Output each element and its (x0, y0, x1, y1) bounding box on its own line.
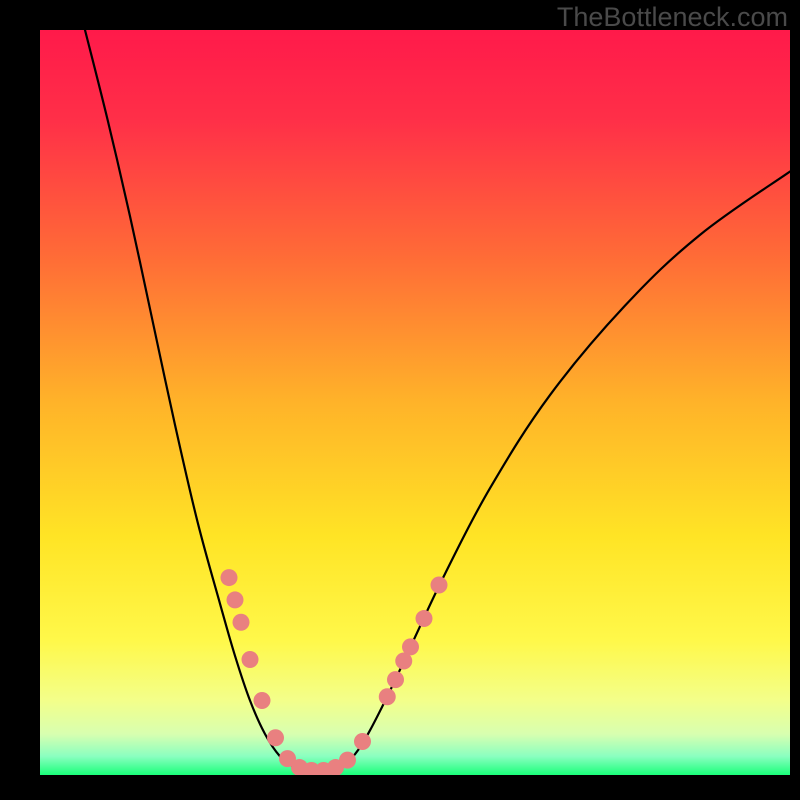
data-marker (354, 733, 371, 750)
data-marker (402, 638, 419, 655)
data-marker (233, 614, 250, 631)
data-marker (227, 591, 244, 608)
data-marker (431, 577, 448, 594)
plot-area (40, 30, 790, 775)
data-marker (379, 688, 396, 705)
data-marker (242, 651, 259, 668)
chart-svg (40, 30, 790, 775)
data-marker (339, 752, 356, 769)
data-marker (221, 569, 238, 586)
data-marker (267, 729, 284, 746)
watermark-text: TheBottleneck.com (557, 2, 788, 33)
data-marker (416, 610, 433, 627)
gradient-background (40, 30, 790, 775)
data-marker (387, 671, 404, 688)
data-marker (254, 692, 271, 709)
